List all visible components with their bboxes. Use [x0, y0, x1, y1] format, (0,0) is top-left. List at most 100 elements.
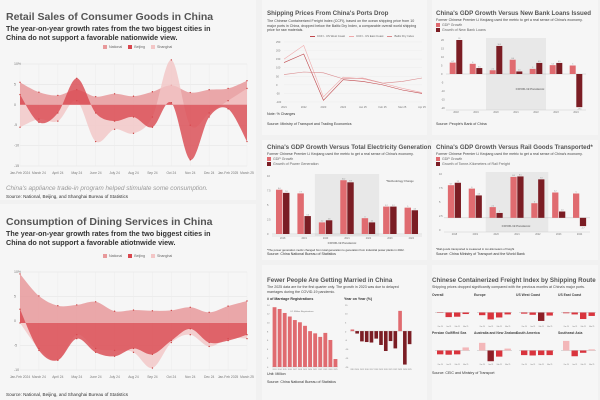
route-title: Southeast Asia	[558, 331, 583, 335]
data-point	[38, 121, 40, 124]
retail-title: Retail Sales of Consumer Goods in China	[6, 11, 214, 23]
gdp-bar	[449, 62, 456, 74]
gdp-bar	[509, 59, 516, 74]
rail-footnote: *Rail goods transported is measured in t…	[436, 247, 515, 251]
x-tick-label: July 24	[109, 171, 120, 175]
retail-panel: Retail Sales of Consumer Goods in China …	[0, 0, 256, 200]
x-tick-label: 2014	[355, 369, 359, 371]
dining-subtitle: The year-on-year growth rates from the t…	[6, 229, 211, 247]
bar-value-label: 10.2	[342, 178, 346, 180]
dining-title: Consumption of Dining Services in China	[6, 216, 213, 228]
legend-label: Growth of Tonne-Kilometers of Rail Freig…	[442, 162, 510, 166]
national-area	[20, 273, 247, 323]
covid-shaded-region	[314, 174, 380, 236]
routes-source: Source: CEIC and Ministry of Transport	[432, 371, 495, 375]
y-tick-label: 200	[276, 49, 281, 53]
x-tick-label: 2017	[369, 369, 373, 371]
marriage-right-label: Year on Year (%)	[344, 297, 373, 301]
y-tick-label: 7.5	[439, 186, 443, 190]
x-tick-label: Jan-Feb 2024	[10, 171, 31, 175]
data-point	[132, 309, 135, 311]
x-tick-label: Mar 25	[547, 326, 552, 328]
loans-panel: China's GDP Growth Versus New Bank Loans…	[432, 0, 598, 135]
x-tick-label: 2019	[379, 369, 383, 371]
y-tick-label: 12	[267, 314, 270, 316]
x-tick-label: 2021	[513, 111, 519, 114]
data-point	[94, 112, 97, 114]
x-tick-label: March 24	[32, 375, 46, 379]
registrations-bar	[318, 336, 323, 367]
route-bar	[580, 350, 587, 353]
legend-rail: Growth of Tonne-Kilometers of Rail Freig…	[436, 162, 510, 166]
gdp-bar	[549, 65, 556, 74]
route-chart: Dec 24 Jan 25 Feb 25 Mar 25	[561, 340, 596, 366]
route-bar	[563, 340, 570, 351]
bar-value-label: 6	[472, 62, 473, 64]
x-tick-label: 2014	[278, 369, 282, 371]
covid-annotation: COVID-19 Pandemic	[328, 241, 357, 245]
yoy-bar	[398, 310, 402, 332]
y-tick-label: 4	[267, 349, 269, 351]
gdp-bar	[275, 189, 283, 234]
yoy-bar	[403, 331, 407, 365]
y-tick-label: -100	[276, 100, 282, 104]
route-bar	[462, 347, 469, 351]
loans-subtitle: Former Chinese Premier Li Keqiang used t…	[436, 18, 583, 22]
route-bar	[437, 350, 444, 355]
gdp-bar	[531, 203, 538, 218]
x-tick-label: May 24	[71, 171, 82, 175]
route-panel: US East Coast Dec 24 Jan 25 Feb 25 Mar 25	[558, 293, 598, 329]
comparison-bar	[516, 71, 523, 74]
x-tick-label: 2019	[301, 237, 307, 240]
route-bar	[571, 312, 578, 315]
x-tick-label: Jan 25	[530, 326, 535, 328]
x-tick-label: Dec 24	[438, 364, 443, 366]
data-point	[113, 93, 116, 95]
data-point	[94, 140, 97, 143]
beijing-area	[20, 309, 247, 361]
yoy-bar	[360, 331, 364, 342]
gdp-bar	[552, 192, 559, 218]
x-tick-label: April 24	[52, 375, 63, 379]
marriage-panel: Fewer People Are Getting Married in Chin…	[262, 265, 427, 400]
y-tick-label: 250	[276, 40, 281, 44]
legend-label: GDP Growth	[442, 23, 463, 27]
data-point	[151, 353, 154, 356]
data-point	[19, 308, 21, 310]
data-point	[189, 334, 191, 336]
legend-label: Shanghai	[156, 254, 173, 258]
x-tick-label: 2020	[493, 111, 499, 114]
legend-label: Baltic Dry Index	[394, 34, 415, 38]
y-tick-label: 15	[345, 305, 348, 307]
legend-label: National	[109, 254, 123, 258]
data-point	[132, 351, 135, 354]
comparison-bar	[579, 217, 587, 227]
data-point	[76, 337, 78, 340]
data-point	[94, 95, 97, 98]
electricity-source: Source: China National Bureau of Statist…	[267, 252, 336, 256]
yoy-bar	[350, 329, 355, 332]
x-tick-label: Oct 24	[166, 375, 176, 379]
x-tick-label: 2018	[452, 233, 458, 236]
gdp-bar	[489, 70, 496, 74]
x-tick-label: Jan-Feb 2025	[218, 171, 239, 175]
bar-value-label: 3	[534, 201, 535, 203]
y-tick-label: 14	[267, 305, 270, 307]
data-point	[151, 367, 154, 369]
comparison-bar	[456, 40, 463, 74]
data-point	[113, 128, 116, 130]
x-tick-label: 2016	[288, 369, 292, 371]
registrations-bar	[313, 333, 318, 367]
x-tick-label: Mar 25	[547, 364, 552, 366]
gdp-bar	[468, 188, 475, 218]
comparison-bar	[536, 62, 543, 74]
bar-value-label: 8.5	[519, 175, 522, 177]
legend-shanghai: Shanghai	[150, 45, 172, 49]
shipping-panel: Shipping Prices From China's Ports Drop …	[262, 0, 427, 135]
bar-value-label: 4.5	[414, 208, 417, 210]
x-tick-label: Dec 24	[204, 171, 215, 175]
x-tick-label: 2020	[493, 233, 499, 236]
x-tick-label: Nov 24	[185, 375, 196, 379]
route-panel: Europe Dec 24 Jan 25 Feb 25 Mar 25	[474, 293, 514, 329]
